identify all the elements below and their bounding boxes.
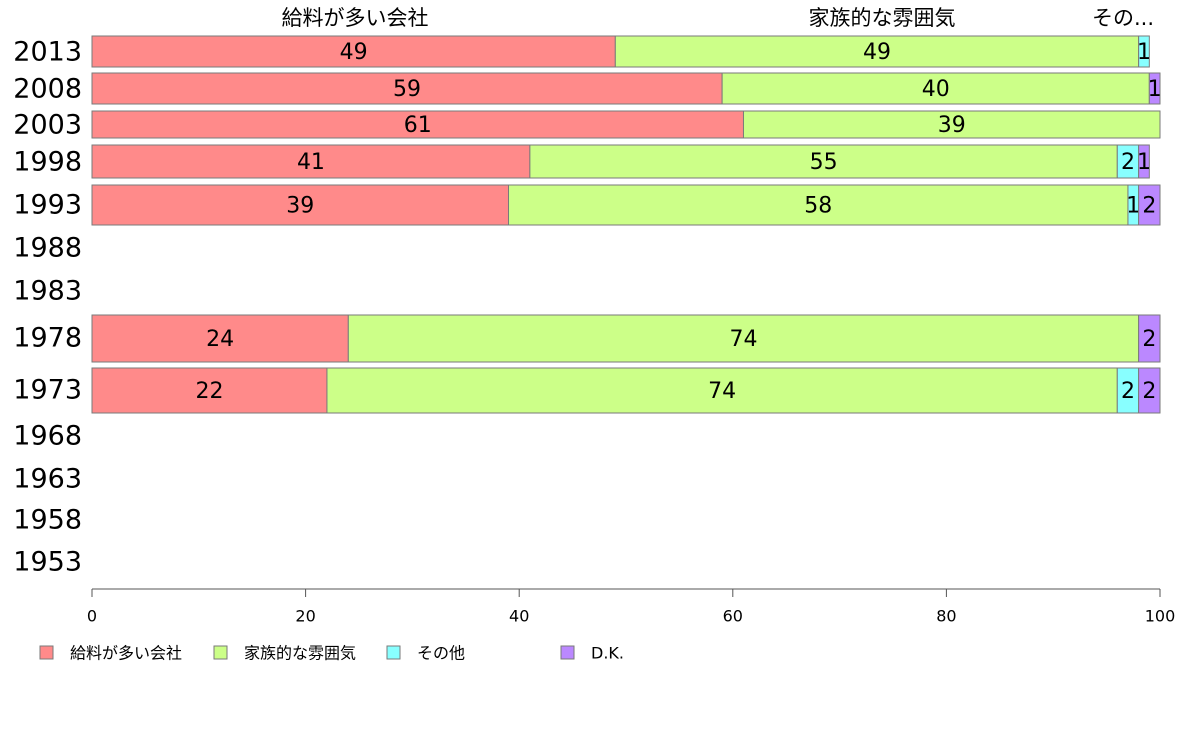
category-label: 1988: [13, 233, 82, 264]
data-label: 2: [1121, 150, 1135, 175]
x-tick-label: 40: [509, 607, 529, 626]
data-label: 41: [297, 150, 325, 175]
legend-swatch: [386, 645, 401, 660]
bar-segment: [91, 184, 510, 226]
data-label: 39: [286, 194, 314, 219]
x-tick-label: 20: [295, 607, 315, 626]
legend-swatch: [213, 645, 228, 660]
data-label: 1: [1126, 194, 1140, 219]
data-label: 1: [1137, 40, 1151, 65]
legend-label: D.K.: [591, 644, 624, 663]
bar-segment: [1138, 314, 1161, 363]
bar-segment: [1148, 72, 1161, 105]
data-label: 74: [729, 327, 757, 352]
data-label: 55: [810, 150, 838, 175]
x-tick-label: 80: [936, 607, 956, 626]
data-label: 49: [340, 40, 368, 65]
x-tick-label: 0: [87, 607, 97, 626]
category-label: 2013: [13, 37, 82, 68]
data-label: 59: [393, 77, 421, 102]
data-label: 61: [404, 113, 432, 138]
bar-segment: [347, 314, 1140, 363]
category-label: 1958: [13, 505, 82, 536]
x-tick-label: 60: [723, 607, 743, 626]
data-label: 1: [1148, 77, 1162, 102]
bar-segment: [91, 35, 616, 68]
category-label: 1968: [13, 421, 82, 452]
category-label: 1993: [13, 190, 82, 221]
bar-segment: [91, 144, 531, 179]
bar-segment: [91, 314, 349, 363]
legend-swatch: [560, 645, 575, 660]
data-label: 2: [1142, 379, 1156, 404]
data-label: 39: [938, 113, 966, 138]
category-label: 2003: [13, 110, 82, 141]
bar-segment: [1138, 144, 1150, 179]
column-header: その...: [1092, 6, 1154, 30]
bar-segment: [91, 110, 744, 139]
category-label: 1953: [13, 547, 82, 578]
data-label: 49: [863, 40, 891, 65]
data-label: 2: [1121, 379, 1135, 404]
legend-swatch: [39, 645, 54, 660]
column-header: 給料が多い会社: [282, 6, 429, 30]
data-label: 1: [1137, 150, 1151, 175]
category-label: 1998: [13, 147, 82, 178]
data-label: 22: [195, 379, 223, 404]
bar-segment: [91, 367, 328, 414]
bar-segment: [614, 35, 1140, 68]
bar-segment: [1138, 184, 1161, 226]
category-label: 1963: [13, 464, 82, 495]
data-label: 2: [1142, 194, 1156, 219]
category-label: 1973: [13, 375, 82, 406]
bar-segment: [742, 110, 1161, 139]
data-label: 2: [1142, 327, 1156, 352]
x-tick-label: 100: [1145, 607, 1176, 626]
data-label: 40: [922, 77, 950, 102]
data-label: 58: [804, 194, 832, 219]
bar-segment: [1138, 35, 1150, 68]
legend-label: 給料が多い会社: [70, 644, 182, 663]
data-label: 24: [206, 327, 234, 352]
bar-segment: [529, 144, 1118, 179]
legend-label: その他: [417, 644, 465, 663]
category-label: 1983: [13, 276, 82, 307]
column-header: 家族的な雰囲気: [809, 6, 956, 30]
bar-segment: [1138, 367, 1161, 414]
bar-segment: [326, 367, 1118, 414]
data-label: 74: [708, 379, 736, 404]
category-label: 1978: [13, 323, 82, 354]
category-label: 2008: [13, 74, 82, 105]
legend-label: 家族的な雰囲気: [244, 644, 356, 663]
